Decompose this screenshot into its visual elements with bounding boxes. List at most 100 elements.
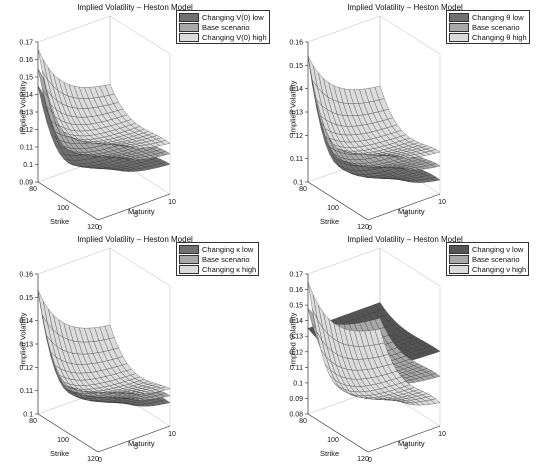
z-axis-label: Implied Volatility (18, 312, 28, 367)
z-tick-label: 0.17 (289, 272, 303, 279)
maturity-tick-label: 5 (404, 444, 408, 451)
strike-tick-label: 80 (29, 418, 37, 425)
strike-axis-line (307, 413, 369, 453)
maturity-tick-label: 10 (438, 431, 446, 438)
maturity-axis-line (367, 193, 441, 221)
legend-label: Changing θ low (472, 12, 524, 22)
strike-tick-label: 120 (87, 456, 99, 463)
legend-swatch (449, 22, 469, 32)
strike-axis-line (37, 181, 99, 221)
z-axis-label: Implied Volatility (288, 312, 298, 367)
z-tick-label: 0.16 (289, 287, 303, 294)
legend-item: Changing κ low (179, 244, 256, 254)
z-tick-label: 0.08 (289, 412, 303, 419)
legend-swatch (179, 264, 199, 274)
z-tick-label: 0.11 (20, 388, 33, 395)
maturity-axis-line (97, 193, 171, 221)
maturity-tick-label: 0 (98, 225, 102, 232)
legend-swatch (449, 244, 469, 254)
chart-title: Implied Volatility – Heston Model (347, 3, 463, 12)
x-axis-label: Strike (320, 217, 339, 226)
y-axis-label: Maturity (398, 439, 425, 448)
strike-tick-label: 80 (29, 186, 37, 193)
y-axis-label: Maturity (128, 439, 155, 448)
legend-item: Changing θ high (449, 32, 527, 42)
legend-label: Base scenario (202, 254, 250, 264)
strike-axis-line (307, 181, 369, 221)
legend: Changing θ low Base scenario Changing θ … (446, 10, 530, 44)
z-tick-label: 0.12 (19, 365, 33, 372)
z-tick-label: 0.1 (293, 380, 303, 387)
chart-title: Implied Volatility – Heston Model (77, 235, 193, 244)
legend-swatch (179, 22, 199, 32)
z-tick-label: 0.11 (290, 365, 303, 372)
legend-swatch (179, 244, 199, 254)
y-axis-label: Maturity (128, 207, 155, 216)
z-tick-label: 0.13 (289, 110, 303, 117)
legend-label: Changing κ low (202, 244, 254, 254)
surface-cell (37, 85, 48, 112)
chart-panel-v0: 0.09 0.1 0.11 0.12 0.13 0.14 0.15 0.16 0.17 80 100… (0, 0, 270, 232)
surface-high (307, 281, 441, 406)
z-tick-label: 0.14 (289, 86, 303, 93)
z-tick-label: 0.1 (23, 412, 33, 419)
legend-item: Base scenario (179, 22, 267, 32)
maturity-tick-label: 0 (368, 225, 372, 232)
z-tick-label: 0.15 (289, 303, 303, 310)
z-tick-label: 0.16 (19, 57, 33, 64)
z-tick-label: 0.14 (19, 92, 33, 99)
x-axis-label: Strike (50, 217, 69, 226)
legend-label: Base scenario (472, 254, 520, 264)
legend: Changing κ low Base scenario Changing κ … (176, 242, 260, 276)
x-axis-label: Strike (50, 449, 69, 458)
legend-item: Base scenario (179, 254, 256, 264)
chart-title: Implied Volatility – Heston Model (77, 3, 193, 12)
strike-tick-label: 100 (57, 205, 69, 212)
maturity-tick-label: 5 (134, 444, 138, 451)
strike-axis-line (37, 413, 99, 453)
strike-tick-label: 100 (57, 437, 69, 444)
legend-item: Changing ν low (449, 244, 526, 254)
x-axis-label: Strike (320, 449, 339, 458)
z-tick-label: 0.16 (289, 40, 303, 47)
z-tick-label: 0.1 (23, 162, 33, 169)
legend-item: Changing κ high (179, 264, 256, 274)
z-tick-label: 0.15 (19, 295, 33, 302)
legend-swatch (179, 32, 199, 42)
z-tick-label: 0.13 (19, 342, 33, 349)
maturity-tick-label: 0 (98, 457, 102, 464)
legend-item: Changing V(0) high (179, 32, 267, 42)
surface-plot-theta: 0.1 0.11 0.12 0.13 0.14 0.15 0.16 80 100 120 0 5 10 S… (289, 15, 446, 232)
z-tick-label: 0.11 (20, 145, 33, 152)
z-tick-label: 0.16 (19, 272, 33, 279)
z-tick-label: 0.1 (293, 180, 303, 187)
strike-tick-label: 120 (87, 224, 99, 231)
z-axis-label: Implied Volatility (288, 80, 298, 135)
z-tick-label: 0.09 (19, 180, 33, 187)
legend-label: Changing V(0) high (202, 32, 267, 42)
legend-swatch (179, 12, 199, 22)
legend: Changing ν low Base scenario Changing ν … (446, 242, 530, 276)
maturity-axis-line (367, 425, 441, 453)
maturity-tick-label: 10 (438, 199, 446, 206)
legend-swatch (179, 254, 199, 264)
legend: Changing V(0) low Base scenario Changing… (176, 10, 270, 44)
chart-panel-theta: 0.1 0.11 0.12 0.13 0.14 0.15 0.16 80 100 120 0 5 10 S… (270, 0, 540, 232)
back-wall-right (109, 15, 171, 195)
legend-item: Changing ν high (449, 264, 526, 274)
maturity-axis-line (97, 425, 171, 453)
z-tick-label: 0.14 (289, 318, 303, 325)
legend-label: Changing κ high (202, 264, 257, 274)
z-tick-label: 0.15 (19, 75, 33, 82)
z-tick-label: 0.13 (19, 110, 33, 117)
surface-plot-kappa: 0.1 0.11 0.12 0.13 0.14 0.15 0.16 80 100 120 0 5 10 S… (19, 247, 176, 464)
chart-title: Implied Volatility – Heston Model (347, 235, 463, 244)
legend-item: Base scenario (449, 254, 526, 264)
maturity-tick-label: 5 (404, 212, 408, 219)
surface-cell (37, 290, 48, 324)
legend-item: Changing θ low (449, 12, 527, 22)
maturity-tick-label: 10 (168, 431, 176, 438)
surface-cell (37, 68, 48, 97)
back-wall-right (109, 247, 171, 427)
surface-high (307, 55, 441, 158)
